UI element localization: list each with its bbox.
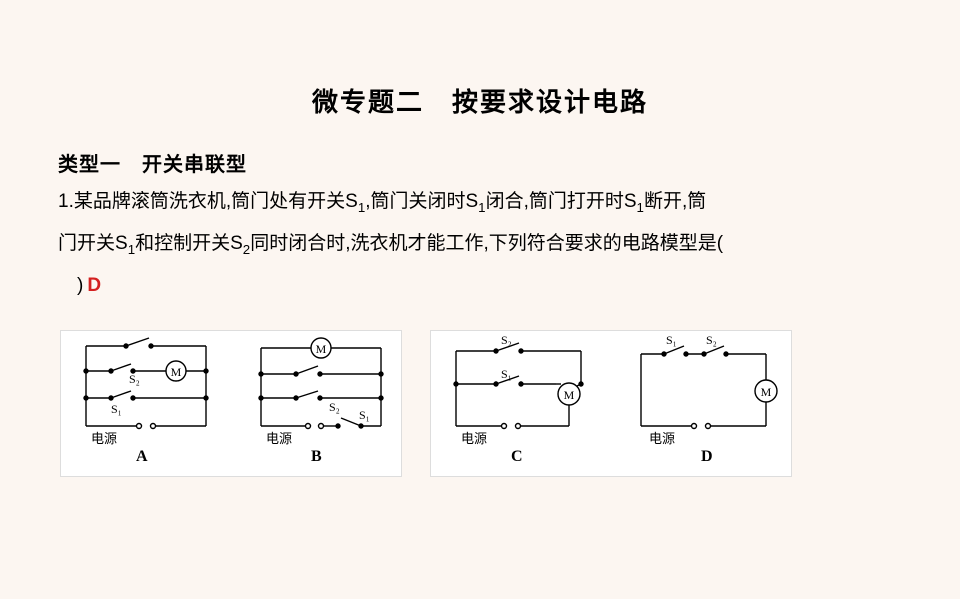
s2-label: S₂ (706, 333, 717, 347)
sub: 1 (637, 200, 644, 215)
q-frag: ,筒门关闭时S (365, 191, 478, 212)
option-label-d: D (701, 448, 713, 465)
answer-letter: D (87, 275, 101, 296)
diagram-cd-svg: M S₂ S₁ 电源 C (431, 331, 791, 471)
motor-label: M (316, 342, 327, 356)
diagram-ab-svg: M S₂ S₁ 电源 (61, 331, 401, 471)
s1-label: S₁ (666, 333, 677, 347)
q-frag: 1.某品牌滚筒洗衣机,筒门处有开关S (58, 191, 358, 212)
q-frag: 门开关S (58, 233, 128, 254)
source-label: 电源 (649, 431, 675, 446)
q-frag: ) (58, 275, 83, 296)
q-frag: 闭合,筒门打开时S (486, 191, 637, 212)
s2-label: S₂ (501, 333, 512, 347)
option-label-c: C (511, 448, 523, 465)
page-title: 微专题二 按要求设计电路 (0, 82, 960, 119)
sub: 1 (478, 200, 485, 215)
q-frag: 同时闭合时,洗衣机才能工作,下列符合要求的电路模型是( (250, 233, 723, 254)
s2-label: S₂ (329, 400, 340, 414)
option-label-b: B (311, 448, 322, 465)
s1-label: S₁ (111, 402, 122, 416)
section-subtitle: 类型一 开关串联型 (58, 148, 247, 177)
q-frag: 断开,筒 (644, 191, 706, 212)
source-label: 电源 (91, 431, 117, 446)
q-frag: 和控制开关S (135, 233, 243, 254)
diagram-row: M S₂ S₁ 电源 (60, 330, 792, 477)
motor-label: M (761, 385, 772, 399)
source-label: 电源 (266, 431, 292, 446)
motor-label: M (564, 388, 575, 402)
question-text: 1.某品牌滚筒洗衣机,筒门处有开关S1,筒门关闭时S1闭合,筒门打开时S1断开,… (58, 184, 902, 304)
page: 微专题二 按要求设计电路 类型一 开关串联型 1.某品牌滚筒洗衣机,筒门处有开关… (0, 0, 960, 599)
s1-label: S₁ (501, 367, 512, 381)
source-label: 电源 (461, 431, 487, 446)
s2-label: S₂ (129, 372, 140, 386)
diagram-group-ab: M S₂ S₁ 电源 (60, 330, 402, 477)
motor-label: M (171, 365, 182, 379)
diagram-group-cd: M S₂ S₁ 电源 C (430, 330, 792, 477)
s1-label: S₁ (359, 408, 370, 422)
option-label-a: A (136, 448, 148, 465)
sub: 1 (128, 242, 135, 257)
